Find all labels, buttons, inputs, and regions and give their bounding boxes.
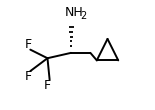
Text: 2: 2 [80,11,86,21]
Text: F: F [25,38,32,51]
Text: F: F [25,70,32,83]
Text: F: F [44,79,51,92]
Text: NH: NH [65,6,83,19]
